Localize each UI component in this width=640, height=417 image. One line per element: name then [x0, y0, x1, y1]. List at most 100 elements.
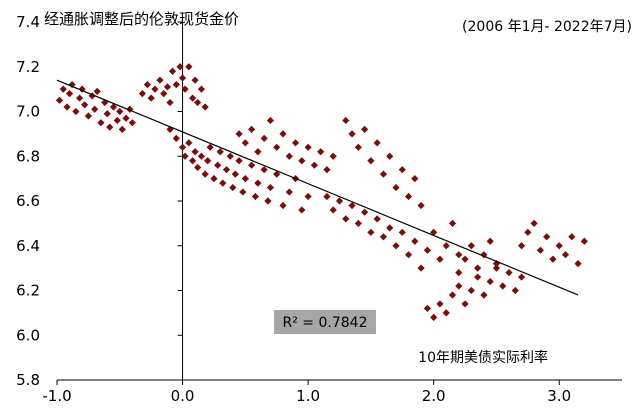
scatter-point: [235, 157, 243, 165]
scatter-point: [285, 152, 293, 160]
scatter-point: [455, 251, 463, 259]
scatter-point: [373, 215, 381, 223]
scatter-point: [561, 251, 570, 259]
scatter-point: [455, 269, 463, 277]
scatter-point: [298, 206, 306, 214]
scatter-point: [335, 197, 344, 205]
scatter-point: [235, 130, 243, 138]
scatter-point: [543, 233, 551, 241]
scatter-point: [379, 233, 388, 241]
scatter-point: [480, 291, 488, 299]
scatter-point: [109, 103, 118, 111]
scatter-point: [214, 161, 222, 169]
scatter-point: [201, 170, 209, 178]
scatter-point: [436, 255, 444, 263]
scatter-point: [298, 157, 306, 165]
scatter-point: [480, 251, 488, 259]
scatter-point: [168, 67, 177, 75]
scatter-point: [72, 107, 80, 116]
scatter-point: [329, 206, 337, 214]
scatter-point: [555, 242, 563, 250]
scatter-point: [197, 152, 205, 160]
scatter-point: [191, 76, 199, 84]
trendline: [56, 79, 579, 296]
scatter-point: [59, 85, 67, 93]
scatter-point: [323, 192, 331, 201]
r-squared-label: R² = 0.7842: [283, 315, 368, 331]
scatter-point: [486, 237, 494, 245]
scatter-point: [189, 157, 197, 165]
scatter-point: [176, 63, 184, 71]
scatter-point: [310, 161, 318, 169]
scatter-point: [367, 157, 375, 165]
scatter-point: [536, 246, 544, 254]
scatter-point: [354, 143, 362, 151]
scatter-point: [392, 183, 400, 192]
scatter-point: [505, 269, 513, 277]
scatter-point: [178, 143, 187, 151]
scatter-point: [216, 148, 224, 156]
scatter-point: [178, 74, 187, 82]
scatter-point: [304, 192, 312, 201]
scatter-point: [304, 143, 312, 151]
scatter-point: [511, 286, 519, 295]
scatter-point: [448, 219, 457, 227]
scatter-point: [430, 313, 438, 321]
y-tick-label: 7.4: [16, 13, 40, 31]
y-tick-label: 6.0: [16, 326, 40, 344]
scatter-point: [279, 130, 287, 138]
scatter-point: [580, 237, 588, 245]
y-tick-label: 7.2: [16, 58, 40, 76]
scatter-point: [166, 98, 174, 107]
scatter-point: [291, 139, 300, 147]
chart-points: [55, 63, 588, 321]
scatter-point: [517, 273, 526, 281]
scatter-point: [229, 183, 237, 192]
chart-subtitle: (2006 年1月- 2022年7月): [462, 19, 632, 35]
scatter-point: [116, 107, 124, 116]
scatter-point: [128, 119, 136, 127]
r-squared-box: [274, 310, 376, 334]
scatter-point: [113, 116, 121, 125]
scatter-point: [436, 300, 444, 308]
scatter-point: [392, 242, 400, 250]
scatter-point: [574, 260, 582, 268]
scatter-point: [226, 152, 234, 160]
scatter-point: [231, 170, 239, 178]
scatter-point: [189, 94, 197, 102]
chart-tick-labels: -1.0 0.0 1.0 2.0 3.0 5.8 6.0 6.2 6.4 6.6 6.8 7.0 7.2…: [16, 13, 571, 405]
chart-axes: [56, 21, 622, 385]
scatter-point: [354, 219, 362, 227]
scatter-point: [91, 105, 99, 113]
scatter-point: [373, 139, 381, 147]
scatter-point: [461, 300, 469, 308]
scatter-point: [93, 87, 101, 95]
scatter-point: [63, 103, 71, 111]
scatter-point: [486, 277, 494, 286]
scatter-point: [455, 282, 463, 290]
scatter-point: [156, 76, 164, 84]
scatter-point: [185, 63, 193, 71]
scatter-point: [317, 148, 325, 156]
scatter-point: [348, 201, 356, 210]
scatter-point: [97, 119, 105, 127]
scatter-point: [411, 175, 419, 183]
scatter-point: [219, 179, 227, 187]
scatter-point: [147, 94, 155, 102]
scatter-point: [492, 260, 501, 268]
y-tick-label: 6.2: [16, 282, 40, 300]
scatter-point: [417, 201, 425, 210]
scatter-point: [499, 282, 507, 290]
scatter-point: [386, 152, 394, 160]
chart-title: 经通胀调整后的伦敦现货金价: [44, 10, 239, 28]
scatter-point: [191, 148, 199, 156]
scatter-point: [285, 188, 293, 196]
scatter-point: [467, 286, 475, 295]
scatter-point: [266, 183, 275, 192]
scatter-point: [273, 143, 281, 151]
scatter-point: [210, 175, 218, 183]
scatter-point: [241, 175, 249, 183]
scatter-point: [474, 273, 482, 281]
scatter-point: [55, 96, 64, 104]
